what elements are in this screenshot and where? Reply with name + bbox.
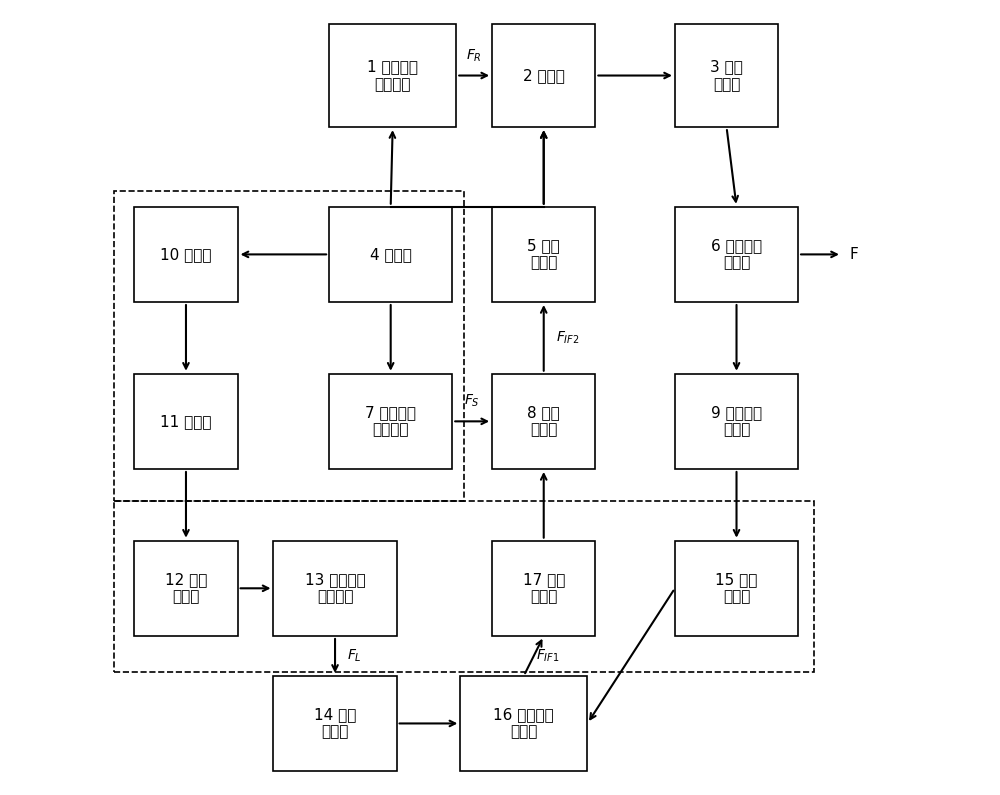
Text: $F_{IF1}$: $F_{IF1}$ <box>536 648 559 664</box>
Text: 2 鉴相器: 2 鉴相器 <box>523 68 565 83</box>
FancyBboxPatch shape <box>492 541 595 636</box>
FancyBboxPatch shape <box>329 374 452 469</box>
FancyBboxPatch shape <box>460 676 587 771</box>
FancyBboxPatch shape <box>492 374 595 469</box>
FancyBboxPatch shape <box>492 24 595 127</box>
Text: 17 低通
滤波器: 17 低通 滤波器 <box>523 572 565 604</box>
Text: 12 窄带
滤波器: 12 窄带 滤波器 <box>165 572 207 604</box>
Text: $F_R$: $F_R$ <box>466 47 482 64</box>
Text: 3 环路
积分器: 3 环路 积分器 <box>710 60 743 91</box>
FancyBboxPatch shape <box>273 541 397 636</box>
Text: 9 宽带微波
放大器: 9 宽带微波 放大器 <box>711 405 762 437</box>
Text: 8 取样
混频器: 8 取样 混频器 <box>527 405 560 437</box>
FancyBboxPatch shape <box>675 24 778 127</box>
Text: 1 小数分频
振荡电路: 1 小数分频 振荡电路 <box>367 60 418 91</box>
FancyBboxPatch shape <box>329 24 456 127</box>
Text: 4 参考源: 4 参考源 <box>370 247 412 262</box>
Text: 15 宽带
滤波器: 15 宽带 滤波器 <box>715 572 758 604</box>
Text: 14 带通
滤波器: 14 带通 滤波器 <box>314 708 356 739</box>
Text: F: F <box>850 247 859 262</box>
FancyBboxPatch shape <box>675 207 798 302</box>
Text: 10 放大器: 10 放大器 <box>160 247 212 262</box>
Text: 16 宽带微波
混频器: 16 宽带微波 混频器 <box>493 708 554 739</box>
FancyBboxPatch shape <box>329 207 452 302</box>
Text: 11 倍频器: 11 倍频器 <box>160 414 212 429</box>
Text: 5 中频
滤波器: 5 中频 滤波器 <box>527 238 560 270</box>
FancyBboxPatch shape <box>492 207 595 302</box>
FancyBboxPatch shape <box>273 676 397 771</box>
FancyBboxPatch shape <box>675 374 798 469</box>
Text: 6 宽带微波
振荡器: 6 宽带微波 振荡器 <box>711 238 762 270</box>
FancyBboxPatch shape <box>134 374 238 469</box>
Text: 7 宽带取样
本振电路: 7 宽带取样 本振电路 <box>365 405 416 437</box>
FancyBboxPatch shape <box>134 541 238 636</box>
Text: $F_{IF2}$: $F_{IF2}$ <box>556 330 579 346</box>
FancyBboxPatch shape <box>134 207 238 302</box>
Text: $F_L$: $F_L$ <box>347 648 362 664</box>
Text: $F_S$: $F_S$ <box>464 393 480 409</box>
Text: 13 高纯点频
合成电路: 13 高纯点频 合成电路 <box>305 572 365 604</box>
FancyBboxPatch shape <box>675 541 798 636</box>
